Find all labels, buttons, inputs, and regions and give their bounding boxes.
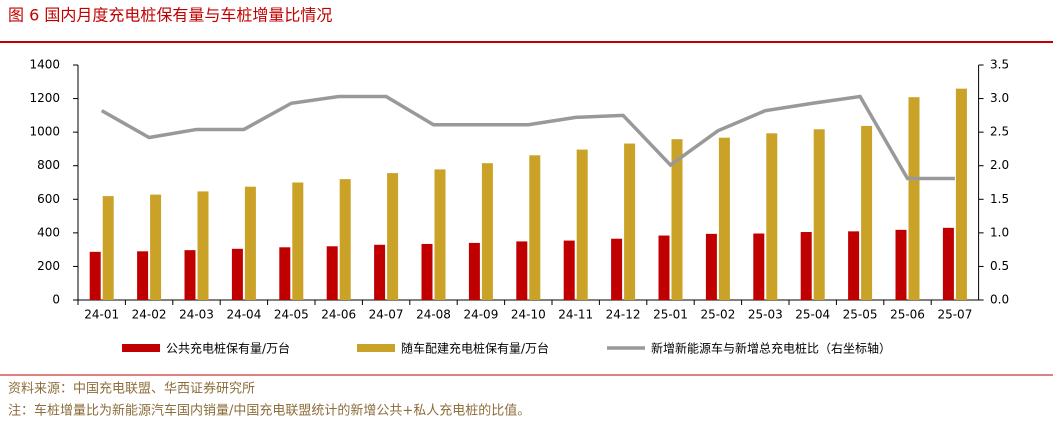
y2-tick-label: 0.5 — [990, 259, 1009, 273]
x-tick-label: 24-11 — [558, 308, 593, 322]
bar — [137, 251, 149, 300]
x-tick-label: 25-07 — [937, 308, 972, 322]
line — [100, 94, 955, 181]
bar — [468, 242, 480, 300]
bar — [766, 133, 778, 300]
bar — [292, 182, 304, 300]
bar — [387, 173, 399, 300]
chart-title: 图 6 国内月度充电桩保有量与车桩增量比情况 — [8, 6, 332, 25]
y-tick-label: 400 — [37, 225, 60, 239]
x-tick-label: 24-06 — [321, 308, 356, 322]
bar — [624, 143, 636, 300]
bar — [244, 186, 256, 300]
x-tick-label: 25-01 — [653, 308, 688, 322]
bar — [908, 97, 920, 300]
legend-label: 新增新能源车与新增总充电桩比（右坐标轴） — [651, 341, 891, 356]
bar — [895, 229, 907, 300]
x-tick-label: 24-12 — [606, 308, 641, 322]
bar — [861, 125, 873, 300]
y-tick-label: 1400 — [29, 58, 60, 72]
bar — [529, 155, 541, 300]
bar — [184, 250, 196, 300]
bar — [718, 137, 730, 300]
x-tick-label: 25-02 — [700, 308, 735, 322]
x-tick-label: 24-01 — [84, 308, 119, 322]
bar — [753, 233, 765, 300]
y-tick-label: 800 — [37, 158, 60, 172]
x-tick-label: 25-06 — [890, 308, 925, 322]
bar — [421, 243, 433, 300]
bar — [102, 196, 114, 300]
x-tick-label: 25-04 — [795, 308, 830, 322]
x-tick-label: 25-03 — [748, 308, 783, 322]
bar — [150, 194, 162, 300]
x-tick-label: 24-05 — [274, 308, 309, 322]
x-tick-label: 24-02 — [132, 308, 167, 322]
bar — [339, 179, 351, 300]
y2-tick-label: 2.0 — [990, 158, 1009, 172]
bar — [611, 238, 623, 300]
bar — [197, 191, 209, 300]
x-tick-label: 24-10 — [511, 308, 546, 322]
x-tick-label: 24-09 — [463, 308, 498, 322]
y2-tick-label: 1.5 — [990, 192, 1009, 206]
legend-label: 公共充电桩保有量/万台 — [166, 341, 290, 356]
legend-label: 随车配建充电桩保有量/万台 — [401, 341, 549, 356]
y2-tick-label: 0.0 — [990, 293, 1009, 307]
bar — [955, 88, 967, 301]
x-tick-label: 24-04 — [226, 308, 261, 322]
bar — [481, 163, 493, 300]
bar — [705, 233, 717, 300]
source: 资料来源：中国充电联盟、华西证券研究所 — [8, 381, 255, 397]
y2-tick-label: 1.0 — [990, 225, 1009, 239]
bar — [658, 235, 670, 300]
bar — [89, 251, 101, 300]
bar — [434, 169, 446, 300]
bar — [576, 149, 588, 300]
x-tick-label: 25-05 — [843, 308, 878, 322]
y-tick-label: 600 — [37, 192, 60, 206]
note: 注：车桩增量比为新能源汽车国内销量/中国充电联盟统计的新增公共+私人充电桩的比值… — [8, 403, 530, 419]
y2-tick-label: 2.5 — [990, 125, 1009, 139]
y2-tick-label: 3.5 — [990, 58, 1009, 72]
bar — [516, 241, 528, 300]
legend-swatch — [122, 344, 160, 352]
bar — [848, 231, 860, 300]
y-tick-label: 0 — [52, 293, 60, 307]
y2-tick-label: 3.0 — [990, 91, 1009, 105]
y-tick-label: 1000 — [29, 125, 60, 139]
y-tick-label: 1200 — [29, 91, 60, 105]
x-tick-label: 24-08 — [416, 308, 451, 322]
bar — [374, 244, 386, 300]
bar — [942, 227, 954, 300]
y-tick-label: 200 — [37, 259, 60, 273]
bar — [813, 129, 825, 300]
bar — [800, 232, 812, 300]
bar — [279, 247, 291, 300]
bar — [326, 246, 338, 300]
legend-swatch — [357, 344, 395, 352]
bar — [563, 240, 575, 300]
bar — [231, 248, 243, 300]
x-tick-label: 24-03 — [179, 308, 214, 322]
x-tick-label: 24-07 — [369, 308, 404, 322]
bar — [671, 139, 683, 300]
